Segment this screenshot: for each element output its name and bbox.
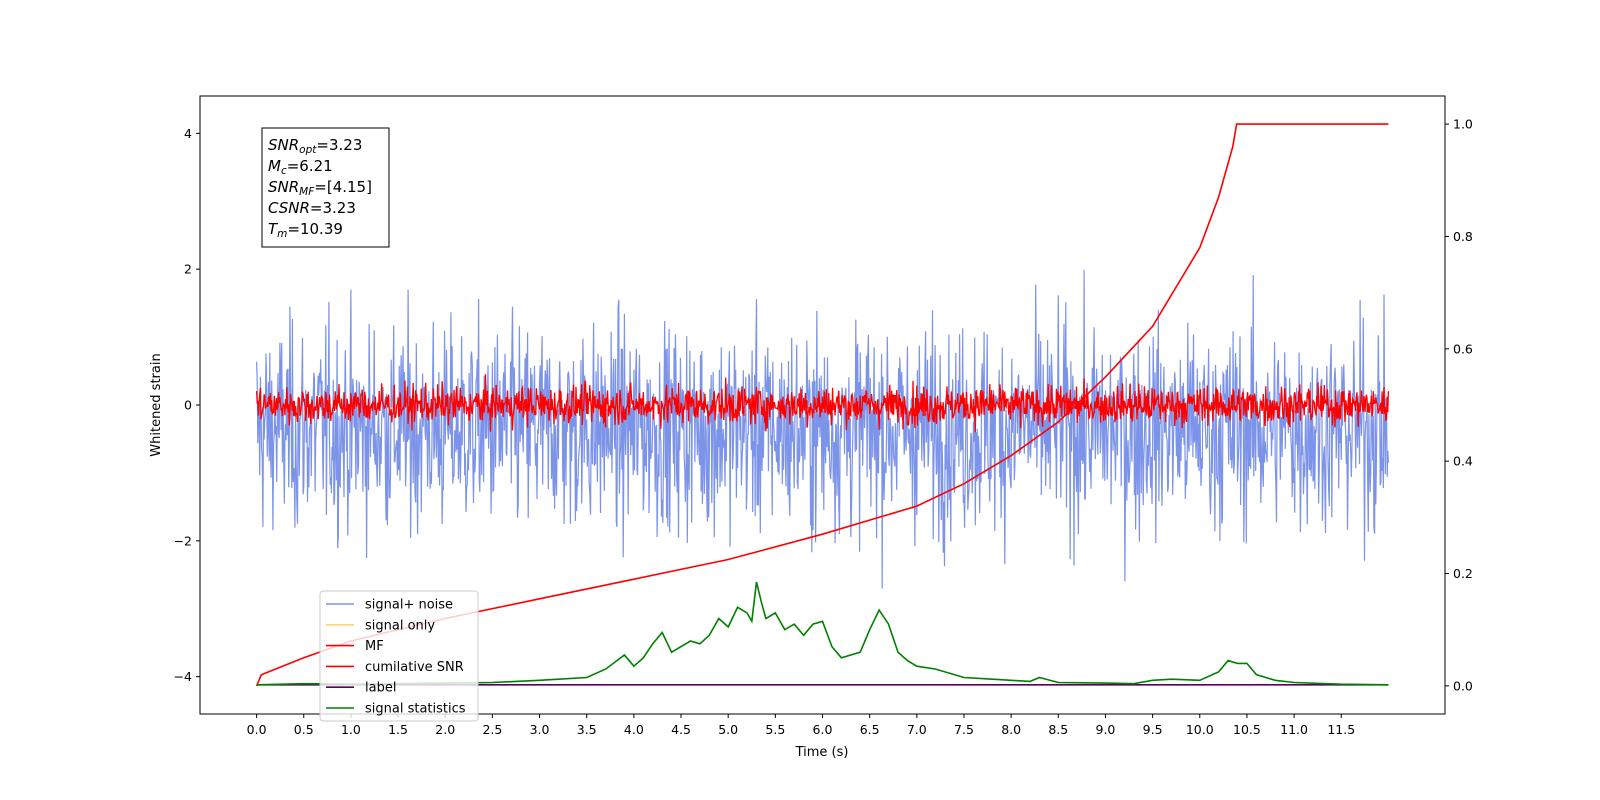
legend-entry-label: cumilative SNR	[365, 660, 464, 675]
x-tick-label: 4.5	[671, 722, 691, 737]
y-axis-label: Whitened strain	[149, 353, 164, 456]
x-tick-label: 6.0	[813, 722, 833, 737]
series-signal-noise	[256, 269, 1389, 589]
y-left-tick-label: −4	[174, 669, 192, 684]
annotation-frame	[261, 127, 390, 248]
x-tick-label: 8.5	[1048, 722, 1068, 737]
y-left-tick-label: −2	[174, 533, 192, 548]
y-right-tick-label: 0.6	[1453, 341, 1473, 356]
legend-entry-label: signal statistics	[365, 702, 466, 717]
x-tick-label: 11.5	[1327, 722, 1355, 737]
x-tick-label: 9.0	[1096, 722, 1116, 737]
y-right-tick-label: 0.2	[1453, 566, 1473, 581]
x-tick-label: 8.0	[1001, 722, 1021, 737]
annotation-line: Tm=10.39	[268, 220, 343, 240]
x-tick-label: 7.0	[907, 722, 927, 737]
annotation-line: Mc=6.21	[268, 157, 333, 177]
x-tick-label: 9.5	[1143, 722, 1163, 737]
x-axis: 0.0 0.5 1.0 1.5 2.0 2.5 3.0 3.5 4.0 4.5 5.0 5.5 6.0 6…	[247, 714, 1355, 737]
y-axis-left: 4 2 0 −2 −4	[174, 126, 200, 684]
y-left-tick-label: 2	[184, 262, 192, 277]
x-tick-label: 1.5	[388, 722, 408, 737]
legend-entry-label: label	[365, 681, 396, 696]
x-tick-label: 0.5	[294, 722, 314, 737]
y-left-tick-label: 0	[184, 398, 192, 413]
y-right-tick-label: 1.0	[1453, 117, 1473, 132]
annotation-line: SNRMF=[4.15]	[268, 178, 372, 198]
legend-entry-label: signal+ noise	[365, 598, 453, 613]
x-tick-label: 6.5	[860, 722, 880, 737]
annotation-line: CSNR=3.23	[268, 199, 356, 217]
legend: signal+ noise signal only MF cumilative SNR…	[319, 590, 479, 722]
x-tick-label: 5.0	[718, 722, 738, 737]
x-tick-label: 11.0	[1280, 722, 1308, 737]
series-mf	[255, 374, 1390, 433]
x-tick-label: 1.0	[341, 722, 361, 737]
y-right-tick-label: 0.0	[1453, 678, 1473, 693]
x-axis-label: Time (s)	[795, 745, 849, 760]
x-tick-label: 10.0	[1186, 722, 1214, 737]
legend-frame	[319, 590, 479, 722]
x-tick-label: 3.5	[577, 722, 597, 737]
y-right-tick-label: 0.8	[1453, 229, 1473, 244]
x-tick-label: 0.0	[247, 722, 267, 737]
x-tick-label: 2.5	[482, 722, 502, 737]
x-tick-label: 3.0	[530, 722, 550, 737]
series-signal-statistics	[256, 581, 1389, 686]
annotation-line: SNRopt=3.23	[268, 136, 362, 156]
y-right-tick-label: 0.4	[1453, 454, 1473, 469]
x-tick-label: 4.0	[624, 722, 644, 737]
y-axis-right: 1.0 0.8 0.6 0.4 0.2 0.0	[1445, 117, 1473, 693]
x-tick-label: 2.0	[435, 722, 455, 737]
x-tick-label: 5.5	[765, 722, 785, 737]
y-left-tick-label: 4	[184, 126, 192, 141]
legend-entry-label: MF	[365, 639, 384, 654]
x-tick-label: 7.5	[954, 722, 974, 737]
x-tick-label: 10.5	[1233, 722, 1261, 737]
legend-entry-label: signal only	[365, 618, 435, 633]
